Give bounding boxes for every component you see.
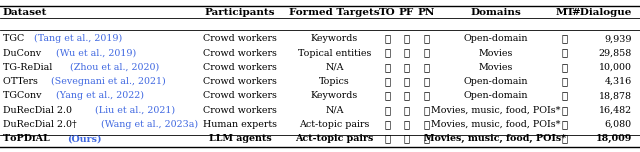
Text: Movies, music, food, POIs*: Movies, music, food, POIs* (431, 106, 560, 115)
Text: ✗: ✗ (424, 106, 429, 115)
Text: Topics: Topics (319, 77, 350, 86)
Text: DuRecDial 2.0†: DuRecDial 2.0† (3, 120, 79, 129)
Text: ✓: ✓ (562, 91, 568, 100)
Text: DuRecDial 2.0: DuRecDial 2.0 (3, 106, 74, 115)
Text: ✗: ✗ (424, 77, 429, 86)
Text: ✓: ✓ (562, 134, 568, 143)
Text: 4,316: 4,316 (604, 77, 632, 86)
Text: N/A: N/A (325, 106, 344, 115)
Text: (Sevegnani et al., 2021): (Sevegnani et al., 2021) (51, 77, 166, 86)
Text: ✓: ✓ (424, 134, 429, 143)
Text: 10,000: 10,000 (598, 63, 632, 72)
Text: TGConv: TGConv (3, 91, 44, 100)
Text: (Yang et al., 2022): (Yang et al., 2022) (56, 91, 144, 100)
Text: ✗: ✗ (562, 77, 568, 86)
Text: PF: PF (399, 8, 414, 17)
Text: Crowd workers: Crowd workers (203, 34, 277, 43)
Text: TGC: TGC (3, 34, 27, 43)
Text: Act-topic pairs: Act-topic pairs (295, 134, 374, 143)
Text: ✗: ✗ (424, 63, 429, 72)
Text: OTTers: OTTers (3, 77, 40, 86)
Text: (Ours): (Ours) (67, 134, 102, 143)
Text: ✓: ✓ (562, 63, 568, 72)
Text: TᴏPDɪAL: TᴏPDɪAL (3, 134, 52, 143)
Text: ✗: ✗ (424, 48, 429, 58)
Text: ✓: ✓ (562, 34, 568, 43)
Text: Participants: Participants (205, 8, 275, 17)
Text: Open-domain: Open-domain (463, 77, 527, 86)
Text: ✗: ✗ (424, 91, 429, 100)
Text: Open-domain: Open-domain (463, 91, 527, 100)
Text: ✓: ✓ (384, 120, 390, 129)
Text: Open-domain: Open-domain (463, 34, 527, 43)
Text: Act-topic pairs: Act-topic pairs (300, 120, 369, 129)
Text: DuConv: DuConv (3, 48, 44, 58)
Text: ✓: ✓ (562, 106, 568, 115)
Text: Movies, music, food, POIs*: Movies, music, food, POIs* (431, 120, 560, 129)
Text: Crowd workers: Crowd workers (203, 106, 277, 115)
Text: 6,080: 6,080 (605, 120, 632, 129)
Text: ✓: ✓ (384, 77, 390, 86)
Text: Keywords: Keywords (311, 91, 358, 100)
Text: (Zhou et al., 2020): (Zhou et al., 2020) (70, 63, 159, 72)
Text: ✗: ✗ (403, 91, 410, 100)
Text: ✗: ✗ (403, 34, 410, 43)
Text: (Wu et al., 2019): (Wu et al., 2019) (56, 48, 136, 58)
Text: TG-ReDial: TG-ReDial (3, 63, 55, 72)
Text: ✓: ✓ (403, 134, 410, 143)
Text: 9,939: 9,939 (604, 34, 632, 43)
Text: Crowd workers: Crowd workers (203, 91, 277, 100)
Text: (Wang et al., 2023a): (Wang et al., 2023a) (101, 120, 198, 129)
Text: ✓: ✓ (403, 63, 410, 72)
Text: ✗: ✗ (424, 120, 429, 129)
Text: LLM agents: LLM agents (209, 134, 271, 143)
Text: 18,878: 18,878 (598, 91, 632, 100)
Text: PN: PN (418, 8, 435, 17)
Text: 16,482: 16,482 (598, 106, 632, 115)
Text: ✗: ✗ (403, 48, 410, 58)
Text: ✓: ✓ (384, 134, 390, 143)
Text: Movies: Movies (478, 63, 513, 72)
Text: Topical entities: Topical entities (298, 48, 371, 58)
Text: Formed Targets: Formed Targets (289, 8, 380, 17)
Text: 18,009: 18,009 (595, 134, 632, 143)
Text: ✓: ✓ (403, 106, 410, 115)
Text: Human experts: Human experts (203, 120, 277, 129)
Text: (Tang et al., 2019): (Tang et al., 2019) (34, 34, 122, 43)
Text: Domains: Domains (470, 8, 521, 17)
Text: Movies: Movies (478, 48, 513, 58)
Text: ✓: ✓ (403, 120, 410, 129)
Text: Crowd workers: Crowd workers (203, 63, 277, 72)
Text: ✓: ✓ (562, 120, 568, 129)
Text: ✓: ✓ (384, 34, 390, 43)
Text: Crowd workers: Crowd workers (203, 48, 277, 58)
Text: N/A: N/A (325, 63, 344, 72)
Text: Movies, music, food, POIs*: Movies, music, food, POIs* (424, 134, 566, 143)
Text: MT: MT (555, 8, 575, 17)
Text: TO: TO (379, 8, 396, 17)
Text: ✓: ✓ (384, 48, 390, 58)
Text: ✗: ✗ (403, 77, 410, 86)
Text: Crowd workers: Crowd workers (203, 77, 277, 86)
Text: (Liu et al., 2021): (Liu et al., 2021) (95, 106, 175, 115)
Text: ✓: ✓ (562, 48, 568, 58)
Text: ✗: ✗ (384, 106, 390, 115)
Text: ✗: ✗ (384, 63, 390, 72)
Text: ✗: ✗ (424, 34, 429, 43)
Text: Dataset: Dataset (3, 8, 47, 17)
Text: ✓: ✓ (384, 91, 390, 100)
Text: Keywords: Keywords (311, 34, 358, 43)
Text: #Dialogue: #Dialogue (572, 8, 632, 17)
Text: 29,858: 29,858 (598, 48, 632, 58)
